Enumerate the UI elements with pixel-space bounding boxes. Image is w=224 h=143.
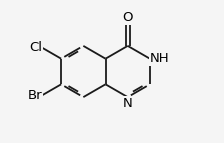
Text: Br: Br xyxy=(28,89,42,102)
Text: N: N xyxy=(123,97,133,110)
Text: O: O xyxy=(123,11,133,24)
Text: Cl: Cl xyxy=(29,41,42,54)
Text: NH: NH xyxy=(150,52,170,65)
